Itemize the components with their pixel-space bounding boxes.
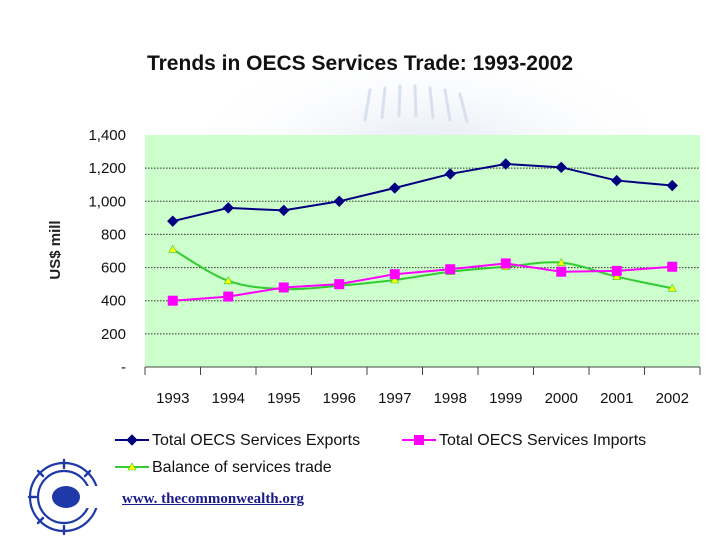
series-line <box>172 162 673 223</box>
data-point <box>334 279 345 290</box>
y-tick-label: 1,400 <box>88 127 126 144</box>
legend: Total OECS Services Exports Total OECS Se… <box>115 432 646 476</box>
x-tick-label: 2000 <box>545 390 578 407</box>
x-tick-label: 1993 <box>156 390 189 407</box>
data-point <box>667 283 677 292</box>
website-link[interactable]: www. thecommonwealth.org <box>122 491 305 507</box>
data-point <box>389 269 400 280</box>
data-point <box>126 434 138 446</box>
data-point <box>667 261 678 272</box>
data-point <box>611 265 622 276</box>
legend-item: Balance of services trade <box>115 459 332 476</box>
y-tick-label: 400 <box>101 293 126 310</box>
series-line <box>172 262 673 302</box>
data-point <box>611 174 623 187</box>
y-tick-label: 1,000 <box>88 193 126 210</box>
data-point <box>222 202 234 214</box>
data-point <box>127 462 137 471</box>
data-point <box>389 182 401 194</box>
data-point <box>555 161 567 174</box>
x-tick-label: 1999 <box>489 390 522 407</box>
data-point <box>612 272 622 280</box>
grid-lines <box>145 167 700 335</box>
data-point <box>414 435 424 445</box>
commonwealth-logo <box>27 458 114 536</box>
data-point <box>500 158 512 170</box>
x-tick-label: 2001 <box>600 390 633 407</box>
series-imports <box>167 258 678 306</box>
plot-area <box>145 135 700 367</box>
data-point <box>556 257 566 266</box>
data-point <box>390 275 400 284</box>
data-point <box>168 244 178 253</box>
legend-item: Total OECS Services Imports <box>402 432 646 449</box>
series-line <box>172 248 673 291</box>
series-lines <box>167 158 678 306</box>
data-point <box>333 195 345 207</box>
data-point <box>666 179 678 192</box>
y-tick-label: 800 <box>101 226 126 243</box>
legend-item: Total OECS Services Exports <box>115 432 360 449</box>
y-tick-label: 600 <box>101 260 126 277</box>
legend-label: Balance of services trade <box>152 459 332 476</box>
y-tick-label: 200 <box>101 326 126 343</box>
slide-title: Trends in OECS Services Trade: 1993-2002 <box>146 52 574 75</box>
legend-label: Total OECS Services Imports <box>439 432 646 449</box>
legend-label: Total OECS Services Exports <box>152 432 360 449</box>
data-point <box>556 266 567 277</box>
x-tick-label: 1996 <box>323 390 356 407</box>
x-tick-label: 2002 <box>656 390 689 407</box>
data-point <box>444 168 456 180</box>
y-tick-label: 1,200 <box>88 160 126 177</box>
data-point <box>167 215 179 227</box>
y-axis-label: US$ mill <box>47 220 64 279</box>
y-tick-label: - <box>121 359 126 376</box>
x-axis: 1993 1994 1995 1996 1997 1998 1999 2000 2001 2002 <box>144 366 701 407</box>
data-point <box>278 204 290 217</box>
data-point <box>278 282 289 293</box>
data-point <box>167 295 178 306</box>
x-tick-label: 1997 <box>378 390 411 407</box>
data-point <box>223 291 234 302</box>
x-tick-label: 1998 <box>434 390 467 407</box>
x-tick-label: 1995 <box>267 390 300 407</box>
y-tick-labels: - 200 400 600 800 1,000 1,200 1,400 <box>88 127 126 376</box>
data-point <box>223 276 233 285</box>
data-point <box>500 258 511 269</box>
x-tick-label: 1994 <box>212 390 245 407</box>
series-exports <box>167 158 678 227</box>
data-point <box>445 264 456 275</box>
